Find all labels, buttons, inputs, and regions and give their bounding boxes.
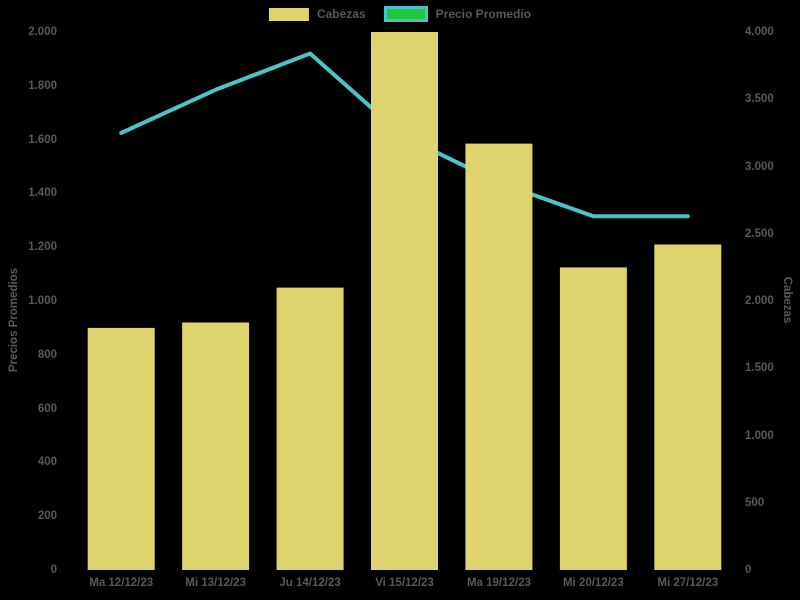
right-tick-label: 500 [745, 496, 765, 509]
legend-item-precio-promedio: Precio Promedio [383, 6, 532, 22]
x-axis-label: Vi 15/12/23 [375, 577, 434, 589]
cabezas-bar [87, 327, 155, 570]
cabezas-bar [371, 32, 438, 570]
cabezas-bar [465, 143, 533, 570]
legend-label-cabezas: Cabezas [316, 7, 366, 21]
right-tick-label: 4.000 [745, 26, 774, 38]
right-tick-label: 3.000 [745, 160, 774, 173]
left-tick-label: 2.000 [28, 26, 57, 38]
line-swatch-icon [383, 6, 428, 22]
legend-item-cabezas: Cabezas [268, 7, 366, 21]
x-axis-label: Ju 14/12/23 [279, 577, 341, 589]
left-tick-label: 1.800 [28, 79, 57, 92]
left-tick-label: 1.200 [28, 241, 57, 254]
right-tick-label: 1.000 [745, 429, 774, 442]
x-axis-label: Mi 20/12/23 [562, 577, 624, 589]
bar-swatch-icon [268, 7, 309, 21]
right-tick-label: 2.000 [745, 295, 774, 307]
left-tick-label: 1.000 [28, 295, 57, 307]
legend: Cabezas Precio Promedio [268, 6, 532, 22]
cabezas-bar [559, 267, 627, 570]
right-tick-label: 3.500 [745, 93, 774, 106]
left-tick-label: 0 [50, 564, 57, 576]
left-tick-label: 400 [37, 456, 57, 469]
left-tick-label: 800 [37, 348, 57, 361]
cabezas-bar [654, 244, 722, 570]
right-tick-label: 1.500 [745, 362, 774, 375]
left-tick-label: 200 [37, 510, 57, 523]
x-axis-label: Mi 13/12/23 [185, 577, 247, 589]
right-tick-label: 2.500 [745, 227, 774, 240]
left-tick-label: 1.600 [28, 133, 57, 146]
x-axis-label: Mi 27/12/23 [657, 577, 719, 589]
legend-label-precio-promedio: Precio Promedio [435, 7, 532, 21]
x-axis-label: Ma 19/12/23 [466, 577, 531, 589]
left-tick-label: 600 [37, 402, 57, 415]
cabezas-bar [182, 322, 250, 570]
left-tick-label: 1.400 [28, 187, 57, 200]
cabezas-bar [276, 287, 344, 570]
x-axis-label: Ma 12/12/23 [89, 577, 154, 589]
right-tick-label: 0 [745, 564, 752, 576]
